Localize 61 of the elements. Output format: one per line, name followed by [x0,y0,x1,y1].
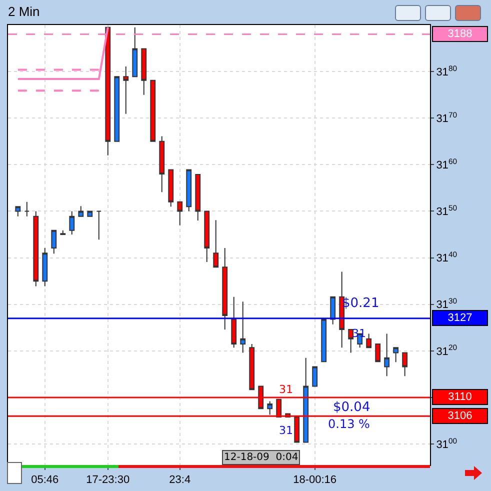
candlestick [213,220,219,268]
ref-line-label: 3106 [448,410,472,422]
candlestick [33,210,39,287]
ref-line-label: 3127 [448,312,472,324]
x-tick-label: 18-00:16 [293,474,337,486]
annotation: $0.04 [333,400,370,415]
x-tick-label: 23:4 [169,474,191,486]
candlestick [24,201,30,217]
candlestick [267,400,273,416]
candlestick [186,169,192,212]
candlestick [78,206,84,217]
candlestick [312,366,318,387]
candlestick [132,26,138,78]
candlestick [402,352,408,377]
candlestick [141,48,147,96]
annotation: 31 [279,424,293,437]
candlestick [87,210,93,217]
x-tick-label: 17-23:30 [86,474,130,486]
candlestick [159,136,165,193]
y-tick-label: 31$^{40}$ [436,250,458,265]
candlestick [114,76,120,142]
candlestick [150,80,156,142]
annotation: 31 [279,383,293,396]
ref-line-label: 3110 [448,391,472,403]
annotation: 0.13 % [328,417,370,431]
candlestick [51,230,57,254]
candlestick [348,329,354,354]
candlestick [168,169,174,208]
ref-line-label: 3188 [448,28,472,40]
candlestick [222,248,228,330]
y-tick-label: 31$^{60}$ [436,156,458,172]
candlestick [330,296,336,325]
y-tick-label: 31$^{30}$ [436,296,458,312]
candlestick [231,296,237,348]
candlestick [303,357,309,443]
annotation: 12-18-09 0:04 [224,452,298,463]
candlestick [204,210,210,262]
candlestick [249,343,255,390]
candlestick [60,230,66,236]
candlestick [375,343,381,362]
candlestick [195,174,201,222]
x-tick-label: 05:46 [31,474,59,486]
candlestick [384,333,390,377]
y-tick-label: 31$^{80}$ [436,64,458,78]
candlestick [321,318,327,362]
candlestick [339,271,345,348]
y-tick-label: 31$^{70}$ [436,110,458,125]
candlestick [15,206,21,217]
candlestick [366,333,372,348]
y-tick-label: 31$^{50}$ [436,203,458,218]
candlestick [42,248,48,287]
y-tick-label: 31$^{00}$ [436,436,458,451]
chart-title: 2 Min [8,4,40,19]
y-tick-label: 31$^{20}$ [436,343,458,358]
candlestick [393,347,399,363]
candlestick [177,201,183,226]
candlestick [123,66,129,114]
candlestick [105,26,111,156]
candlestick [240,301,246,354]
candlestick [96,210,102,240]
candlestick [69,210,75,236]
